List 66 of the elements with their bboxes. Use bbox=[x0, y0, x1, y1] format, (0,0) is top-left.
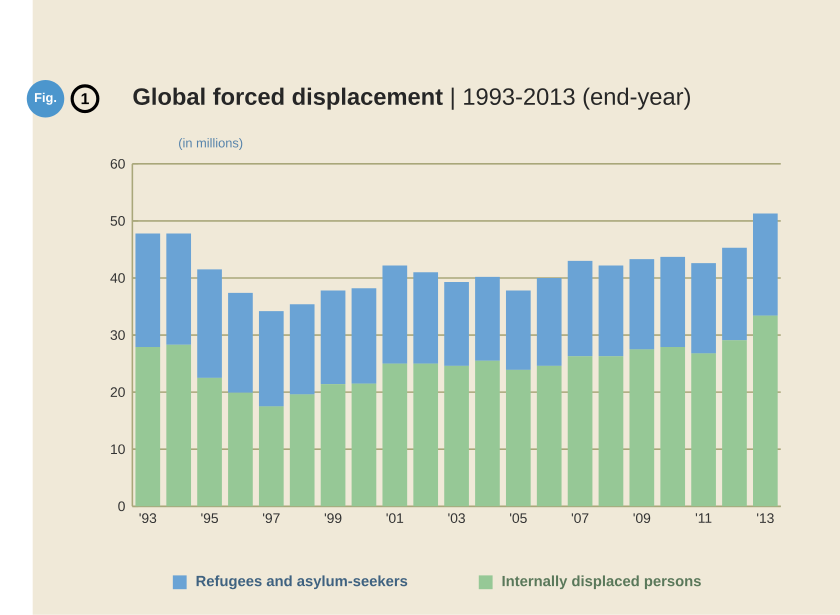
x-tick-label: '11 bbox=[696, 513, 712, 523]
bar bbox=[258, 406, 284, 506]
bar bbox=[228, 292, 253, 393]
bar bbox=[413, 364, 438, 506]
bar bbox=[320, 290, 346, 384]
bar bbox=[444, 282, 469, 366]
bar bbox=[197, 378, 222, 506]
x-tick-label: '09 bbox=[634, 513, 650, 524]
bar bbox=[135, 234, 160, 348]
bar bbox=[691, 353, 716, 506]
bar bbox=[691, 263, 716, 354]
bar bbox=[568, 260, 592, 356]
y-tick-label: 40 bbox=[110, 273, 125, 283]
bar bbox=[258, 311, 284, 406]
bar bbox=[506, 290, 531, 370]
y-tick-label: 60 bbox=[110, 159, 125, 169]
y-tick-label: 50 bbox=[110, 216, 125, 226]
x-tick-label: '13 bbox=[757, 513, 774, 524]
bar bbox=[506, 370, 531, 506]
bar bbox=[475, 360, 500, 506]
y-tick-label: 30 bbox=[110, 330, 125, 340]
x-tick-label: '93 bbox=[140, 513, 156, 524]
bar bbox=[536, 366, 562, 506]
bar bbox=[352, 384, 376, 506]
x-tick-label: '03 bbox=[448, 513, 465, 524]
bar bbox=[135, 347, 160, 506]
bar bbox=[660, 347, 686, 506]
bar bbox=[197, 269, 222, 378]
bar bbox=[568, 356, 592, 506]
bar bbox=[444, 366, 469, 506]
x-tick-label: '05 bbox=[510, 513, 527, 524]
bar bbox=[166, 234, 192, 345]
bar bbox=[413, 272, 438, 364]
bar bbox=[382, 364, 408, 506]
bar bbox=[752, 316, 778, 506]
bar bbox=[598, 356, 624, 506]
x-tick-label: '07 bbox=[572, 513, 588, 524]
y-tick-label: 20 bbox=[110, 387, 125, 398]
bar bbox=[629, 259, 654, 350]
y-tick-label: 0 bbox=[118, 501, 125, 512]
bar bbox=[352, 288, 376, 384]
bar bbox=[722, 248, 747, 340]
bar bbox=[598, 266, 624, 356]
y-axis-title: (in millions) bbox=[179, 138, 242, 150]
bar bbox=[536, 278, 562, 366]
bar bbox=[475, 276, 500, 361]
bar bbox=[320, 384, 346, 506]
x-tick-label: '97 bbox=[263, 513, 280, 524]
legend-label: Refugees and asylum-seekers bbox=[196, 575, 408, 590]
bar bbox=[166, 344, 192, 506]
bar bbox=[629, 349, 654, 506]
x-tick-label: '01 bbox=[386, 513, 404, 524]
chart-title: Global forced displacement | 1993-2013 (end-year) bbox=[133, 88, 690, 110]
bar bbox=[290, 394, 315, 506]
text: 1 bbox=[82, 93, 89, 104]
text: Fig. bbox=[34, 92, 56, 105]
bar bbox=[660, 256, 686, 348]
bar bbox=[290, 304, 315, 394]
x-tick-label: '99 bbox=[324, 513, 342, 524]
x-tick-label: '95 bbox=[201, 513, 218, 524]
bar bbox=[382, 266, 408, 364]
legend-label: Internally displaced persons bbox=[502, 575, 701, 590]
bar bbox=[722, 340, 747, 506]
y-tick-label: 10 bbox=[111, 444, 125, 454]
bar bbox=[228, 392, 253, 506]
bar bbox=[752, 214, 778, 316]
